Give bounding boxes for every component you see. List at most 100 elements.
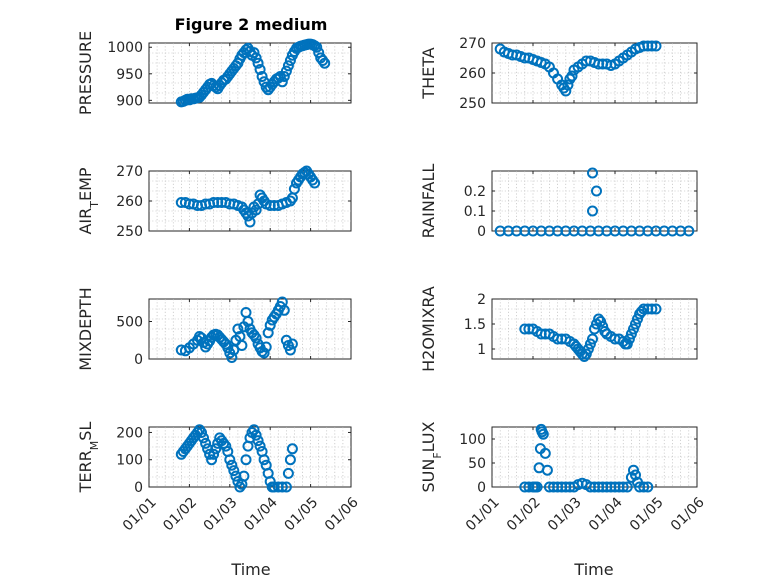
y-tick-label: 2	[477, 292, 486, 308]
data-point	[282, 467, 294, 479]
data-point	[646, 40, 658, 52]
data-point	[580, 348, 592, 360]
series-theta	[494, 40, 662, 97]
y-tick-label: 950	[116, 67, 143, 83]
y-tick-label: 50	[468, 456, 486, 472]
y-axis-label: TERRMSL	[76, 422, 101, 494]
data-point	[276, 76, 288, 88]
data-point	[621, 338, 633, 350]
y-tick-label: 100	[116, 453, 143, 469]
y-axis-label: MIXDEPTH	[76, 287, 95, 370]
y-tick-label: 100	[459, 432, 486, 448]
data-point	[288, 183, 300, 195]
y-tick-label: 200	[116, 425, 143, 441]
data-point	[284, 344, 296, 356]
y-axis-label-rest: SL	[76, 422, 95, 441]
figure-title: Figure 2 medium	[175, 15, 328, 34]
y-tick-label: 1.5	[464, 317, 486, 333]
series-terr-msl	[175, 424, 298, 493]
data-point	[560, 85, 572, 97]
data-point	[224, 454, 236, 466]
data-point	[623, 333, 635, 345]
y-axis-label-main: SUN	[419, 459, 438, 493]
x-tick-label: 01/05	[281, 494, 321, 534]
data-point	[628, 323, 639, 335]
data-point	[286, 443, 298, 455]
data-point	[284, 454, 296, 466]
data-point	[541, 464, 553, 476]
data-point	[621, 481, 633, 493]
data-point	[282, 60, 294, 72]
data-point	[683, 225, 695, 237]
y-axis-label-main: MIXDEPTH	[76, 287, 95, 370]
panel-rainfall: 0 0.1 0.2 RAINFALL	[419, 164, 698, 240]
panel-sun-flux: 01/01 01/02 01/03 01/04 01/05 01/06 0 50 100 SUNF…	[419, 421, 708, 534]
data-point	[595, 316, 607, 327]
y-axis-label-main: TERR	[76, 450, 95, 493]
series-air-temp	[175, 165, 321, 228]
data-point	[260, 81, 272, 93]
y-tick-label: 500	[116, 315, 143, 331]
data-point	[228, 465, 240, 477]
x-tick-label: 01/03	[201, 494, 241, 534]
data-point	[256, 71, 268, 82]
data-point	[264, 319, 276, 331]
data-point	[617, 481, 629, 493]
x-tick-label: 01/01	[463, 494, 503, 534]
data-point	[274, 71, 286, 82]
data-point	[531, 481, 543, 493]
data-point	[591, 185, 602, 197]
series-pressure	[175, 38, 331, 108]
data-point	[650, 303, 662, 315]
data-point	[226, 459, 238, 471]
y-tick-label: 270	[459, 36, 486, 52]
x-tick-label: 01/04	[586, 494, 626, 534]
panel-h2omixra: 1 1.5 2 H2OMIXRA	[419, 286, 698, 372]
y-tick-label: 260	[459, 66, 486, 82]
data-point	[198, 432, 209, 444]
series-sun-flux	[519, 423, 654, 493]
y-axis-label-main: PRESSURE	[76, 31, 95, 115]
y-axis-label-rest: LUX	[419, 421, 438, 452]
data-point	[584, 338, 596, 350]
data-point	[250, 429, 262, 441]
data-point	[642, 481, 654, 493]
y-axis-label-main: AIR	[76, 208, 95, 235]
data-point	[582, 343, 594, 355]
y-tick-label: 900	[116, 93, 143, 109]
y-tick-label: 0	[134, 480, 143, 496]
y-axis-label-rest: EMP	[76, 167, 95, 201]
y-axis-label: PRESSURE	[76, 31, 95, 115]
x-tick-label: 01/01	[120, 494, 160, 534]
data-point	[248, 47, 260, 59]
data-point	[242, 316, 254, 327]
data-point	[587, 167, 598, 179]
data-point	[254, 440, 266, 452]
data-point	[587, 333, 598, 345]
data-point	[226, 352, 238, 363]
data-point	[278, 304, 290, 316]
y-tick-label: 260	[116, 194, 143, 210]
data-point	[220, 440, 232, 452]
panel-air-temp: 250 260 270 AIRTEMP	[76, 164, 352, 240]
x-tick-label: 01/02	[504, 494, 544, 534]
data-point	[309, 177, 321, 189]
y-tick-label: 0	[477, 480, 486, 496]
data-point	[650, 40, 662, 52]
y-tick-label: 250	[459, 96, 486, 112]
data-point	[236, 340, 248, 351]
data-point	[210, 443, 222, 455]
data-point	[250, 52, 262, 64]
y-axis-label-sub: M	[88, 441, 101, 451]
data-point	[319, 57, 331, 69]
data-point	[284, 55, 296, 66]
data-point	[537, 428, 549, 440]
data-point	[630, 469, 641, 481]
data-point	[587, 205, 598, 217]
data-point	[539, 447, 551, 459]
y-tick-label: 0	[477, 224, 486, 240]
y-tick-label: 0	[134, 352, 143, 368]
data-point	[258, 347, 270, 359]
data-point	[254, 64, 266, 75]
data-point	[238, 470, 250, 482]
